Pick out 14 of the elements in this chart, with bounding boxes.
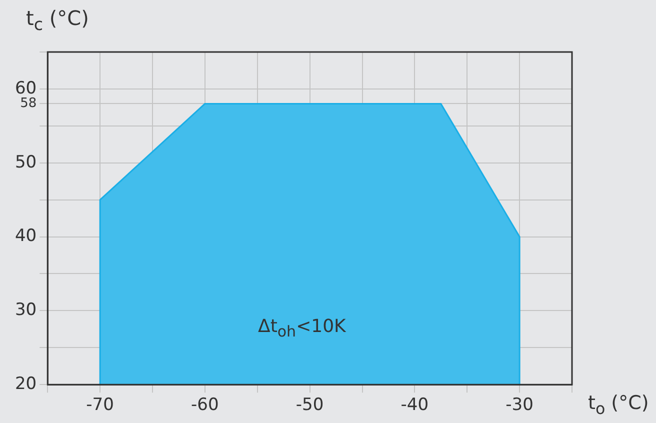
x-tick-label: -40 (400, 395, 429, 416)
x-tick-label: -30 (506, 395, 534, 416)
y-tick-label: 58 (20, 96, 37, 112)
y-tick-label: 40 (14, 226, 37, 246)
x-axis-title: t$_{o}$ (°C) (588, 392, 649, 418)
y-tick-label: 20 (14, 374, 37, 394)
x-tick-label: -60 (191, 395, 219, 416)
y-axis-title: t$_{c}$ (°C) (26, 6, 89, 34)
annotation: Δt$_{oh}$<10K (258, 316, 346, 341)
y-tick-label: 30 (14, 300, 37, 320)
y-tick-label: 50 (14, 152, 37, 172)
x-tick-label: -70 (86, 395, 114, 416)
x-tick-label: -50 (296, 395, 324, 416)
y-tick-label: 60 (14, 78, 37, 98)
